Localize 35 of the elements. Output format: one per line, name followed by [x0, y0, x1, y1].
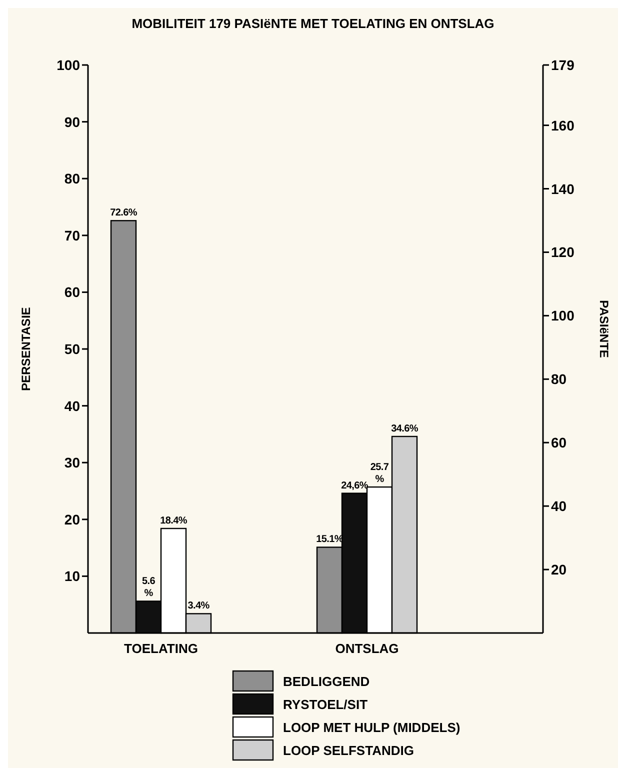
y-tick-label: 40 [64, 398, 80, 414]
chart-title: MOBILITEIT 179 PASIëNTE MET TOELATING EN ONTSLAG [132, 16, 494, 31]
legend-label: RYSTOEL/SIT [283, 697, 368, 712]
y2-tick-label: 60 [551, 434, 567, 451]
y-tick-label: 20 [64, 511, 80, 528]
y2-tick-label: 100 [551, 308, 575, 324]
y-tick-label: 30 [64, 454, 80, 471]
y-tick-label: 100 [56, 57, 80, 73]
legend-label: LOOP MET HULP (MIDDELS) [283, 720, 460, 735]
y2-tick-label: 80 [551, 371, 567, 388]
y2-axis-title: PASIëNTE [597, 300, 611, 358]
y-tick-label: 50 [64, 341, 80, 357]
y-tick-label: 60 [64, 284, 80, 300]
y2-tick-label: 179 [551, 57, 575, 73]
y-axis-title: PERSENTASIE [19, 307, 33, 391]
data-label: 5.6 % [142, 576, 156, 600]
x-tick-label: ONTSLAG [335, 641, 399, 656]
y2-tick-label: 140 [551, 180, 575, 197]
data-label: 72.6% [110, 208, 138, 219]
y-tick-label: 80 [64, 170, 80, 187]
legend-label: BEDLIGGEND [283, 674, 370, 689]
data-label: 18.4% [160, 515, 188, 526]
x-tick-label: TOELATING [124, 641, 198, 656]
y2-tick-label: 20 [551, 562, 567, 578]
data-label: 3.4% [188, 600, 210, 612]
y-tick-label: 10 [64, 568, 80, 584]
legend-label: LOOP SELFSTANDIG [283, 743, 414, 758]
y-tick-label: 70 [64, 227, 80, 244]
data-label: 25.7 % [370, 462, 390, 486]
y2-tick-label: 160 [551, 117, 575, 134]
y-tick-label: 90 [64, 114, 80, 130]
data-label: 24,6% [341, 480, 368, 492]
y2-tick-label: 120 [551, 244, 575, 260]
y2-tick-label: 40 [551, 498, 567, 514]
data-label: 34.6% [391, 423, 418, 434]
